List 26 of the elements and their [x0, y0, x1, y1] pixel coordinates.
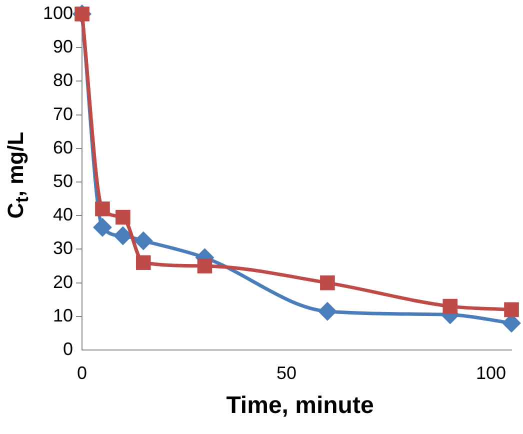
point [94, 218, 112, 236]
y-tick-label: 0 [63, 338, 74, 359]
y-tick-label: 80 [53, 70, 74, 90]
y-tick-label: 20 [53, 272, 74, 292]
x-tick-label: 50 [276, 362, 297, 383]
point [320, 275, 335, 290]
y-tick-label: 90 [53, 36, 74, 57]
x-tick-label: 0 [77, 362, 88, 383]
point [442, 298, 458, 314]
point [114, 227, 132, 245]
point [95, 201, 110, 216]
y-tick-label: 10 [53, 305, 74, 326]
y-tick-label: 40 [53, 204, 74, 225]
y-tick-label: 100 [42, 2, 74, 23]
point [504, 302, 519, 318]
x-tick-label: 100 [476, 362, 506, 383]
point [116, 210, 130, 225]
point [197, 258, 212, 274]
y-tick-label: 60 [53, 137, 74, 158]
x-axis-title: Time, minute [225, 392, 375, 420]
point [136, 255, 151, 270]
point [318, 302, 336, 320]
y-tick-label: 50 [53, 170, 74, 191]
point [134, 232, 152, 250]
y-tick-label: 30 [53, 238, 74, 258]
y-tick-label: 70 [53, 104, 74, 124]
